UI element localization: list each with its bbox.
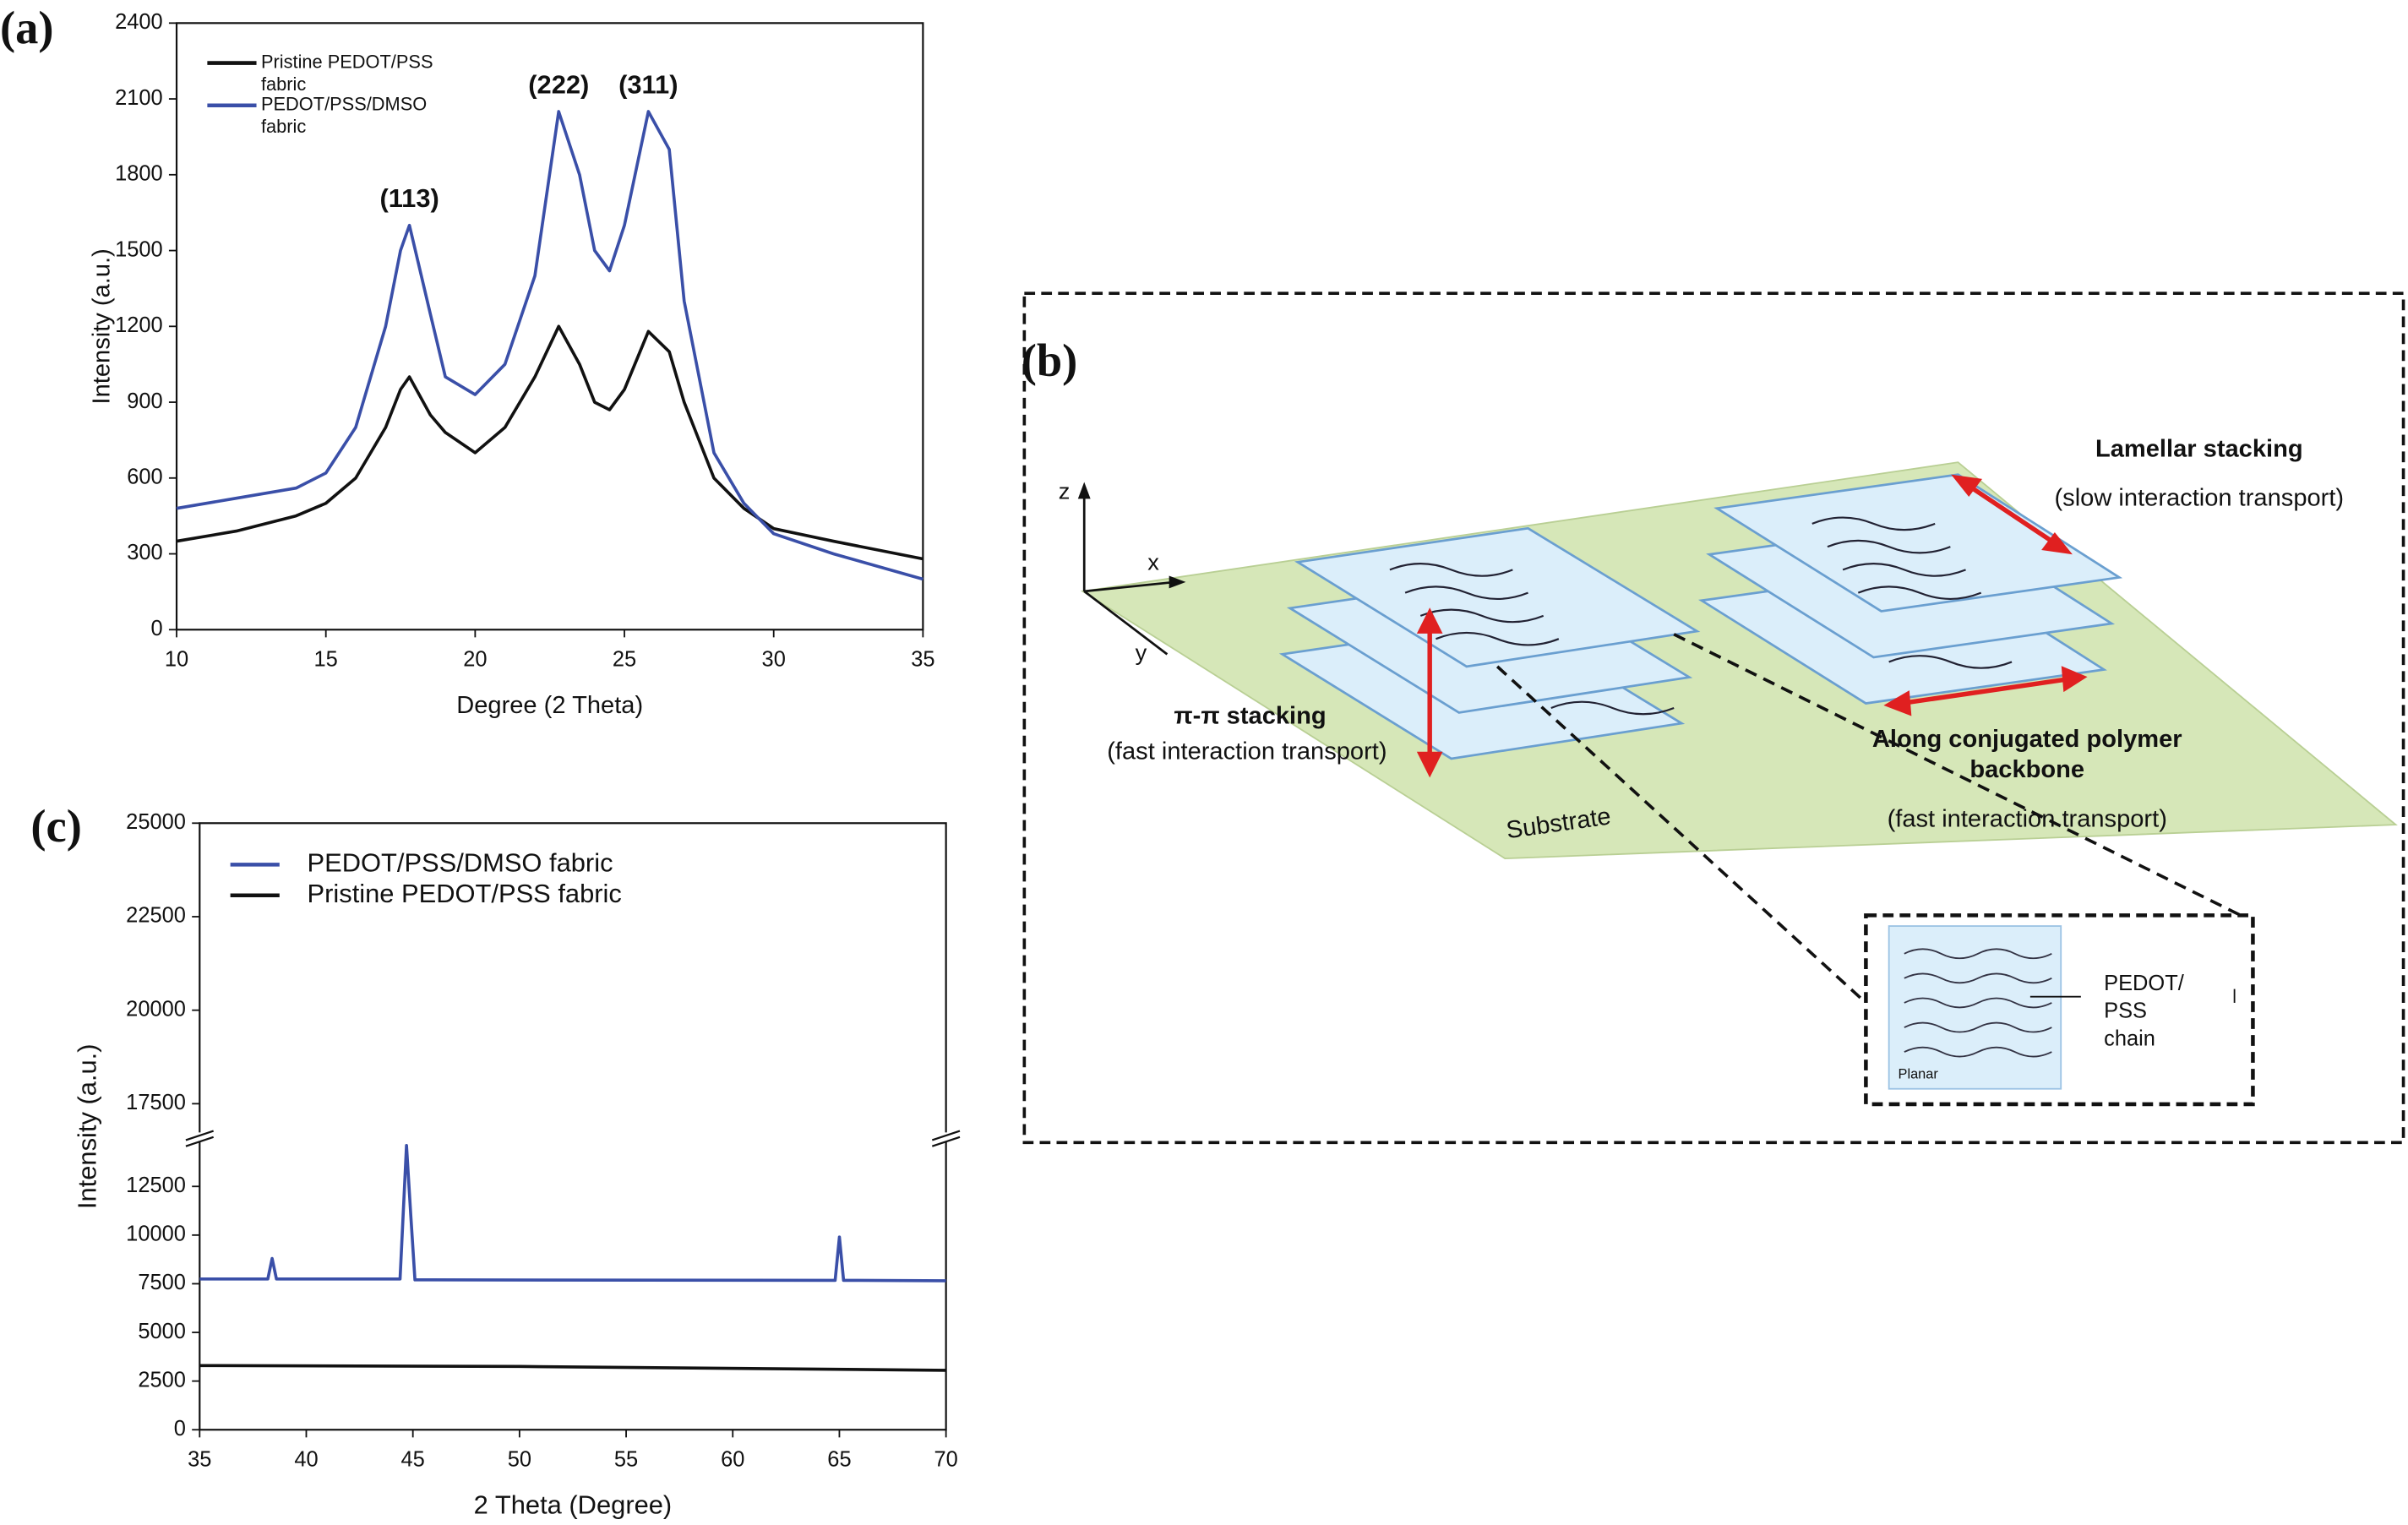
series-line	[199, 1364, 946, 1372]
y-tick-label: 2500	[138, 1368, 186, 1392]
x-tick-label: 20	[463, 647, 487, 671]
legend-label: PEDOT/PSS/DMSO fabric	[261, 94, 432, 137]
y-tick-label: 0	[174, 1417, 186, 1441]
y-tick-label: 1800	[115, 162, 163, 186]
y-tick-label: 10000	[126, 1223, 186, 1246]
zoom-lines	[1495, 633, 2251, 1005]
x-tick-label: 45	[401, 1447, 425, 1471]
legend-label: Pristine PEDOT/PSS fabric	[308, 879, 622, 908]
y-tick-label: 2100	[115, 86, 163, 110]
y-tick-label: 900	[127, 389, 162, 413]
y-tick-label: 1500	[115, 237, 163, 261]
legend-label: PEDOT/PSS/DMSO fabric	[308, 848, 613, 878]
panel-label: (a)	[0, 2, 54, 53]
legend-label: Pristine PEDOT/PSS fabric	[261, 51, 439, 94]
axis-glyph-label: y	[1136, 640, 1147, 666]
y-tick-label: 25000	[126, 810, 186, 834]
x-tick-label: 15	[314, 647, 338, 671]
x-tick-label: 25	[613, 647, 636, 671]
inset-chains	[1904, 948, 2052, 1058]
y-tick-label: 0	[151, 617, 163, 640]
axis-break	[185, 1136, 214, 1147]
peak-label: (222)	[528, 69, 589, 99]
label: (fast interaction transport)	[1888, 805, 2167, 832]
series-line	[199, 1143, 946, 1283]
label: PEDOT/	[2104, 972, 2185, 995]
x-tick-label: 55	[614, 1447, 638, 1471]
series-line	[176, 324, 923, 561]
axis-glyph-label: x	[1147, 548, 1159, 575]
axes-glyph	[1077, 482, 1186, 656]
label: Along conjugated polymer	[1872, 726, 2182, 753]
x-tick-label: 50	[508, 1447, 531, 1471]
label: (fast interaction transport)	[1107, 738, 1387, 765]
label: Lamellar stacking	[2095, 435, 2303, 462]
axis-break	[931, 1136, 961, 1147]
x-tick-label: 35	[188, 1447, 211, 1471]
x-tick-label: 40	[294, 1447, 318, 1471]
label: PSS	[2104, 999, 2147, 1023]
peak-label: (113)	[379, 183, 439, 213]
peak-label: (311)	[618, 69, 678, 99]
label: backbone	[1969, 756, 2084, 783]
x-tick-label: 30	[762, 647, 786, 671]
panel-label: (c)	[30, 800, 82, 852]
y-tick-label: 1200	[115, 313, 163, 337]
series-line	[176, 110, 923, 581]
x-axis-label: 2 Theta (Degree)	[474, 1490, 673, 1519]
y-tick-label: 5000	[138, 1320, 186, 1343]
y-tick-label: 17500	[126, 1091, 186, 1114]
axis-break	[931, 1130, 961, 1141]
diagram: (b) Lamellar stacking (slow interaction …	[1021, 291, 2405, 1145]
x-tick-label: 60	[721, 1447, 744, 1471]
label: π-π stacking	[1174, 703, 1326, 730]
axis-break	[185, 1130, 214, 1141]
y-axis-label: Intensity (a.u.)	[88, 248, 115, 404]
x-tick-label: 65	[827, 1447, 851, 1471]
y-tick-label: 12500	[126, 1174, 186, 1197]
y-axis-label: Intensity (a.u.)	[73, 1043, 102, 1209]
y-tick-label: 20000	[126, 997, 186, 1021]
x-tick-label: 10	[165, 647, 188, 671]
panel-label: (b)	[1021, 335, 1078, 386]
chains	[1389, 516, 2013, 716]
x-axis-label: Degree (2 Theta)	[456, 692, 643, 719]
axis-break-gap	[941, 1132, 951, 1142]
axis-break-gap	[194, 1132, 204, 1142]
sheets	[1278, 473, 2123, 760]
plot-frame	[199, 822, 947, 1431]
label: chain	[2104, 1027, 2155, 1050]
arrows	[1416, 474, 2088, 778]
x-tick-label: 70	[934, 1447, 957, 1471]
y-tick-label: 2400	[115, 10, 163, 34]
y-tick-label: 7500	[138, 1271, 186, 1294]
y-tick-label: 300	[127, 541, 162, 564]
label: (slow interaction transport)	[2055, 484, 2345, 511]
label: Planar	[1899, 1067, 1939, 1082]
x-tick-label: 35	[911, 647, 934, 671]
y-tick-label: 22500	[126, 904, 186, 928]
axis-glyph-label: z	[1059, 478, 1071, 504]
y-tick-label: 600	[127, 466, 162, 489]
